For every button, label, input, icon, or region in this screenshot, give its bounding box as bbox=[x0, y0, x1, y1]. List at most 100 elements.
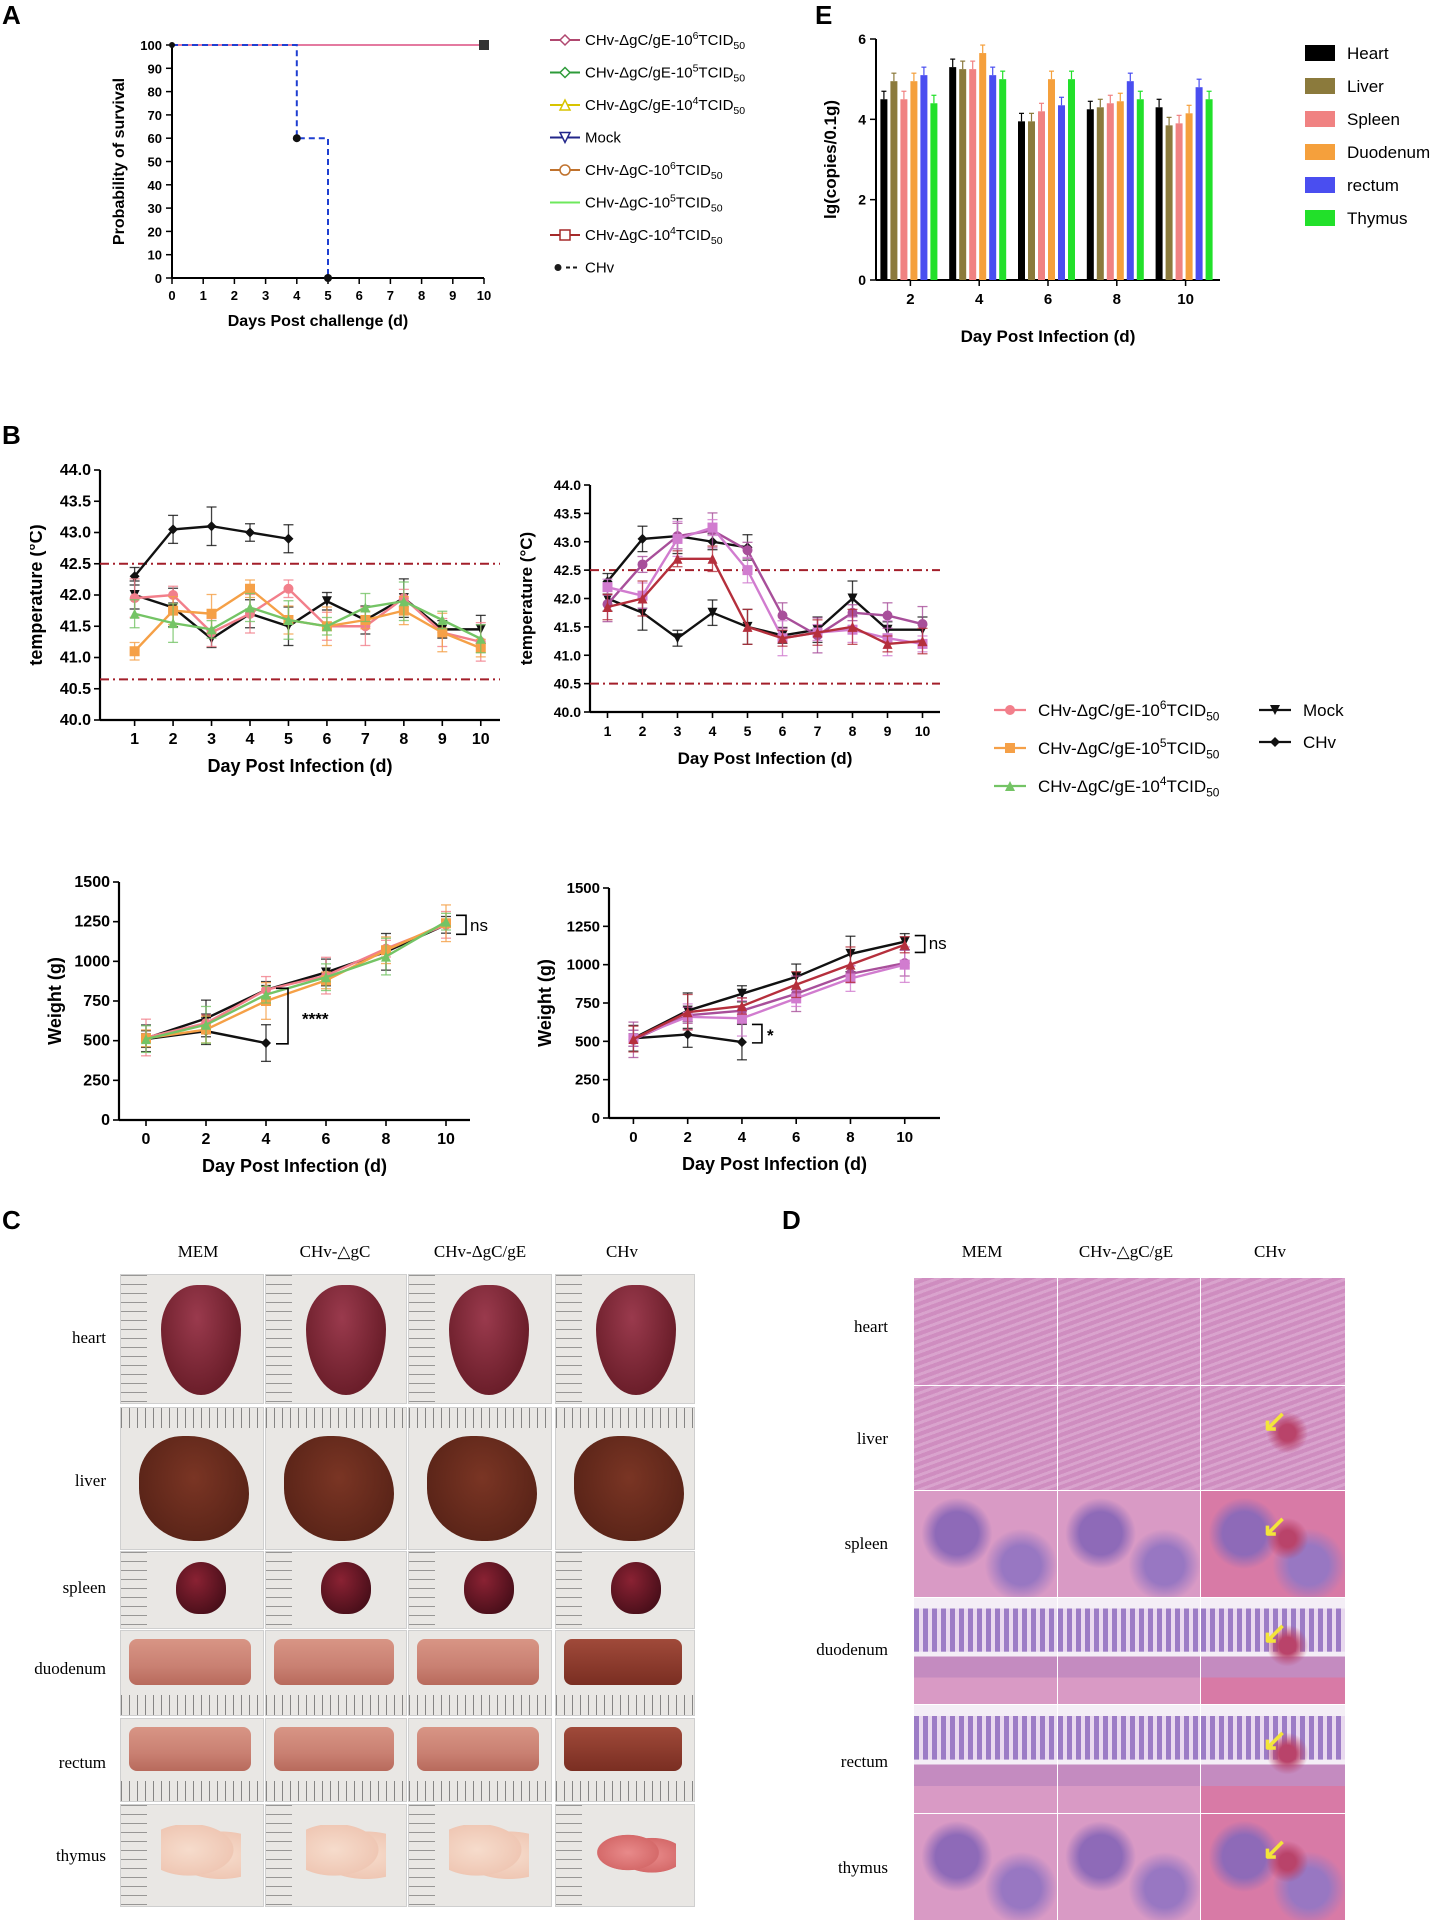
bar-duodenum bbox=[910, 81, 918, 280]
organ-shape bbox=[161, 1825, 241, 1880]
organ-shape bbox=[321, 1562, 371, 1614]
legend-label: CHv-ΔgC/gE-105TCID50 bbox=[1038, 736, 1220, 761]
x-tick-label: 2 bbox=[231, 288, 238, 303]
y-tick-label: 0 bbox=[858, 272, 866, 288]
scale-ruler bbox=[121, 1275, 147, 1403]
x-tick-label: 8 bbox=[382, 1131, 391, 1148]
scale-ruler bbox=[556, 1805, 582, 1906]
x-axis-label: Day Post Infection (d) bbox=[961, 327, 1136, 346]
y-tick-label: 41.5 bbox=[60, 618, 91, 635]
legend-item: CHv-ΔgC/gE-104TCID50 bbox=[994, 774, 1220, 799]
legend-label: CHv-ΔgC-106TCID50 bbox=[585, 160, 723, 182]
x-tick-label: 1 bbox=[200, 288, 207, 303]
x-tick-label: 9 bbox=[438, 731, 447, 748]
weight-chart-right: 0 250 500 750 1000 1250 1500 0 2 4 6 8 10 Day Post In… bbox=[535, 880, 947, 1174]
y-tick-label: 60 bbox=[148, 131, 162, 146]
organ-photo bbox=[120, 1804, 264, 1907]
histology-image bbox=[913, 1385, 1058, 1491]
scale-ruler bbox=[409, 1408, 551, 1428]
data-point bbox=[736, 988, 747, 999]
data-point bbox=[283, 615, 294, 625]
scale-ruler bbox=[266, 1408, 406, 1428]
histology-image bbox=[1200, 1704, 1346, 1814]
histology-image bbox=[1057, 1385, 1201, 1491]
bar-liver bbox=[1165, 125, 1173, 280]
data-point bbox=[129, 646, 140, 657]
data-point bbox=[707, 553, 718, 564]
histology-column-label: MEM bbox=[961, 1242, 1003, 1261]
organ-photo bbox=[265, 1407, 407, 1550]
data-point bbox=[261, 1038, 271, 1049]
data-point bbox=[637, 533, 648, 544]
bar-heart bbox=[1155, 107, 1163, 281]
y-tick-label: 750 bbox=[83, 993, 110, 1010]
data-point bbox=[441, 916, 451, 927]
chv-point bbox=[292, 134, 301, 143]
sig-bracket bbox=[276, 987, 289, 1045]
histology-image bbox=[913, 1597, 1058, 1705]
scale-ruler bbox=[409, 1695, 551, 1715]
bar-spleen bbox=[1106, 103, 1114, 281]
organ-shape bbox=[129, 1727, 251, 1771]
data-point bbox=[736, 1001, 747, 1012]
series-line bbox=[134, 593, 481, 641]
y-tick-label: 40.5 bbox=[60, 681, 91, 698]
y-tick-label: 44.0 bbox=[554, 477, 581, 493]
legend-label: CHv-ΔgC/gE-104TCID50 bbox=[585, 95, 745, 117]
photo-row-label: liver bbox=[74, 1471, 106, 1490]
legend-item: CHv-ΔgC-106TCID50 bbox=[550, 160, 723, 182]
legend-item: CHv-ΔgC/gE-105TCID50 bbox=[550, 63, 745, 84]
legend-item: CHv-ΔgC/gE-106TCID50 bbox=[994, 698, 1220, 723]
organ-photo bbox=[555, 1551, 695, 1629]
lesion-arrow-icon: ↙ bbox=[1262, 1510, 1288, 1543]
lesion-arrow-icon: ↙ bbox=[1262, 1405, 1288, 1438]
histology-image bbox=[1200, 1277, 1346, 1386]
bar-heart bbox=[949, 67, 957, 280]
x-tick-label: 1 bbox=[604, 723, 612, 739]
lesion-arrow-icon: ↙ bbox=[1262, 1724, 1288, 1757]
photo-row-label: heart bbox=[72, 1328, 106, 1347]
data-point bbox=[845, 959, 856, 970]
organ-photo bbox=[120, 1718, 264, 1802]
series-line bbox=[134, 600, 482, 640]
x-tick-label: 8 bbox=[418, 288, 425, 303]
y-axis-label: Weight (g) bbox=[45, 957, 65, 1045]
histology-image bbox=[1200, 1385, 1346, 1491]
data-point bbox=[899, 939, 910, 950]
end-marker bbox=[479, 40, 489, 50]
ns-bracket bbox=[456, 914, 467, 936]
data-point bbox=[736, 1037, 747, 1048]
legend-label: Mock bbox=[585, 130, 621, 147]
legend-marker bbox=[558, 66, 572, 79]
photo-column-label: CHv-ΔgC/gE bbox=[433, 1242, 527, 1261]
legend-marker bbox=[558, 33, 572, 47]
data-point bbox=[321, 621, 332, 632]
data-point bbox=[917, 636, 928, 647]
y-tick-label: 43.0 bbox=[554, 534, 581, 550]
scale-ruler bbox=[556, 1275, 582, 1403]
y-tick-label: 40.0 bbox=[60, 712, 91, 729]
bar-heart bbox=[1086, 109, 1094, 281]
histology-row-label: rectum bbox=[840, 1752, 888, 1771]
scale-ruler bbox=[409, 1552, 435, 1628]
sig-label: * bbox=[767, 1026, 774, 1045]
organ-photo bbox=[408, 1804, 552, 1907]
series-line bbox=[606, 529, 923, 637]
bar-spleen bbox=[1175, 123, 1183, 280]
data-point bbox=[791, 993, 802, 1004]
data-point bbox=[672, 633, 683, 644]
x-tick-label: 8 bbox=[846, 1129, 854, 1146]
histology-row-label: spleen bbox=[844, 1534, 888, 1553]
data-point bbox=[847, 621, 858, 632]
y-tick-label: 50 bbox=[148, 155, 162, 170]
x-tick-label: 5 bbox=[744, 723, 752, 739]
histology-column-label: CHv-△gC/gE bbox=[1078, 1242, 1174, 1261]
chv-point bbox=[324, 274, 332, 282]
histology-image bbox=[1057, 1704, 1201, 1814]
series-line bbox=[607, 557, 923, 646]
organ-photo bbox=[408, 1407, 552, 1550]
x-tick-label: 0 bbox=[142, 1131, 151, 1148]
y-axis-label: temperature (°C) bbox=[30, 524, 46, 665]
scale-ruler bbox=[121, 1408, 263, 1428]
scale-ruler bbox=[409, 1805, 435, 1906]
